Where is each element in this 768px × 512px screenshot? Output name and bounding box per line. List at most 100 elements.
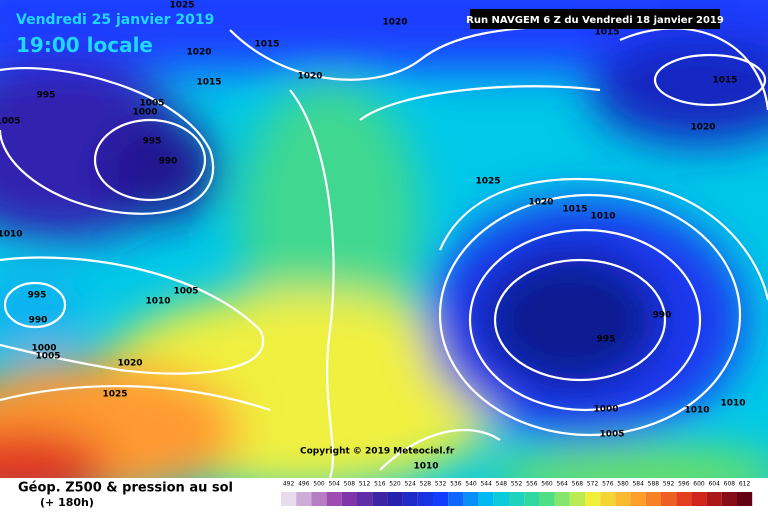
scale-swatch: [493, 492, 509, 506]
scale-label: 604: [708, 481, 720, 488]
isobar-label: 1000: [593, 405, 618, 415]
run-label: Run NAVGEM 6 Z du Vendredi 18 janvier 20…: [466, 15, 724, 26]
scale-label: 608: [724, 481, 736, 488]
scale-swatch: [554, 492, 570, 506]
scale-swatch: [372, 492, 388, 506]
isobar-label: 990: [29, 316, 48, 326]
scale-swatch: [645, 492, 661, 506]
scale-label: 560: [541, 481, 553, 488]
scale-swatch: [326, 492, 342, 506]
scale-label: 592: [663, 481, 675, 488]
isobar-label: 1005: [35, 352, 60, 362]
isobar-label: 1010: [684, 406, 709, 416]
scale-swatch: [402, 492, 418, 506]
isobar-label: 1015: [712, 76, 737, 86]
isobar-label: 1015: [594, 28, 619, 38]
isobar-label: 990: [159, 157, 178, 167]
scale-swatch: [433, 492, 449, 506]
scale-label: 596: [678, 481, 690, 488]
isobar-label: 995: [28, 291, 47, 301]
scale-label: 532: [435, 481, 447, 488]
copyright: Copyright © 2019 Meteociel.fr: [300, 447, 455, 457]
isobar-label: 1025: [169, 1, 194, 11]
scale-label: 568: [572, 481, 584, 488]
scale-label: 512: [359, 481, 371, 488]
scale-label: 556: [526, 481, 538, 488]
scale-label: 548: [496, 481, 508, 488]
isobar-label: 1020: [690, 123, 715, 133]
scale-label: 500: [313, 481, 325, 488]
scale-label: 552: [511, 481, 523, 488]
isobar-label: 1005: [0, 117, 21, 127]
isobar-label: 995: [37, 91, 56, 101]
scale-swatch: [341, 492, 357, 506]
isobar-label: 1010: [0, 230, 23, 240]
scale-label: 612: [739, 481, 751, 488]
scale-swatch: [311, 492, 327, 506]
isobar-label: 1020: [382, 18, 407, 28]
scale-swatch: [721, 492, 737, 506]
isobar-label: 1000: [132, 108, 157, 118]
isobar-label: 1010: [413, 462, 438, 472]
scale-label: 496: [298, 481, 310, 488]
scale-swatch: [676, 492, 692, 506]
isobar-label: 1010: [720, 399, 745, 409]
isobar-label: 1025: [475, 177, 500, 187]
scale-swatch: [509, 492, 525, 506]
scale-swatch: [615, 492, 631, 506]
scale-swatch: [463, 492, 479, 506]
scale-swatch: [706, 492, 722, 506]
isobar-label: 995: [597, 335, 616, 345]
isobar-label: 1025: [102, 390, 127, 400]
scale-swatch: [448, 492, 464, 506]
isobar-label: 995: [143, 137, 162, 147]
isobar-label: 1000: [31, 344, 56, 354]
scale-swatch: [387, 492, 403, 506]
scale-label: 576: [602, 481, 614, 488]
scale-swatch: [296, 492, 312, 506]
scale-label: 584: [632, 481, 644, 488]
isobar-label: 1010: [145, 297, 170, 307]
scale-swatch: [357, 492, 373, 506]
scale-swatch: [569, 492, 585, 506]
scale-swatch: [281, 492, 297, 506]
scale-label: 520: [389, 481, 401, 488]
isobar-label: 1015: [254, 40, 279, 50]
scale-label: 564: [556, 481, 568, 488]
scale-label: 536: [450, 481, 462, 488]
scale-label: 516: [374, 481, 386, 488]
scale-label: 524: [404, 481, 416, 488]
scale-swatch: [661, 492, 677, 506]
isobar-label: 1020: [117, 359, 142, 369]
scale-label: 580: [617, 481, 629, 488]
scale-label: 508: [344, 481, 356, 488]
legend-title: Géop. Z500 & pression au sol: [18, 481, 233, 496]
scale-label: 540: [465, 481, 477, 488]
forecast-time: 19:00 locale: [16, 33, 153, 57]
scale-label: 544: [480, 481, 492, 488]
scale-swatch: [524, 492, 540, 506]
scale-swatch: [691, 492, 707, 506]
scale-label: 492: [283, 481, 295, 488]
scale-swatch: [737, 492, 753, 506]
scale-swatch: [478, 492, 494, 506]
isobar-label: 1020: [528, 198, 553, 208]
isobar-label: 1005: [173, 287, 198, 297]
isobar-label: 1020: [186, 48, 211, 58]
isobar-label: 1020: [297, 72, 322, 82]
scale-swatch: [600, 492, 616, 506]
isobar-label: 1005: [139, 99, 164, 109]
isobar-label: 990: [653, 311, 672, 321]
scale-swatch: [539, 492, 555, 506]
forecast-date: Vendredi 25 janvier 2019: [16, 12, 214, 28]
scale-label: 504: [328, 481, 340, 488]
legend-lead: (+ 180h): [40, 496, 94, 509]
run-label-box: [470, 9, 720, 29]
scale-swatch: [585, 492, 601, 506]
isobars: [0, 18, 768, 479]
isobar-label: 1015: [562, 205, 587, 215]
scale-swatch: [417, 492, 433, 506]
scale-label: 572: [587, 481, 599, 488]
